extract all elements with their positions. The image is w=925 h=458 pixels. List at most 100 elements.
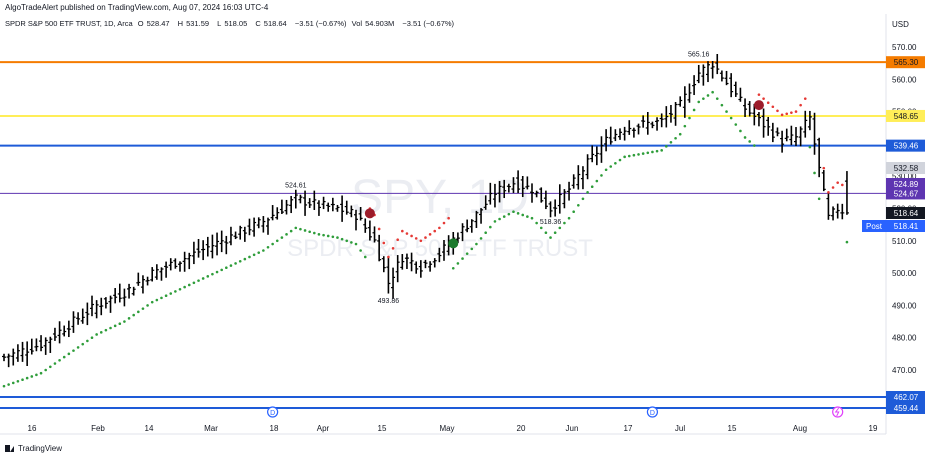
stop-dot-green xyxy=(507,212,511,216)
stop-dot-green xyxy=(720,103,724,107)
stop-dot-green xyxy=(137,310,140,314)
stop-dot-green xyxy=(113,324,117,328)
stop-dot-red xyxy=(396,238,399,242)
stop-dot-green xyxy=(155,298,159,302)
x-tick-label: 14 xyxy=(145,424,154,433)
stop-dot-green xyxy=(674,136,677,140)
dividend-event-icon xyxy=(267,406,279,418)
price-tag-label: 518.41 xyxy=(894,222,919,231)
stop-dot-green xyxy=(526,215,529,218)
stop-dot-green xyxy=(109,326,112,330)
stop-dot-green xyxy=(470,247,474,251)
stop-dot-green xyxy=(275,239,279,243)
y-tick-label: 480.00 xyxy=(892,334,917,343)
stop-dot-green xyxy=(627,154,631,158)
x-tick-label: Mar xyxy=(204,424,218,433)
level-tag xyxy=(886,109,925,122)
stop-dot-green xyxy=(25,376,29,380)
stop-dot-green xyxy=(563,221,566,225)
stop-dot-green xyxy=(49,365,52,369)
stop-dot-green xyxy=(11,381,15,385)
level-tag-label: 524.67 xyxy=(894,189,919,198)
stop-dot-red xyxy=(438,226,441,230)
x-tick-label: 20 xyxy=(517,424,526,433)
stop-dot-green xyxy=(683,124,687,128)
dividend-event-icon xyxy=(646,406,659,418)
stop-dot-green xyxy=(317,233,321,236)
stop-dot-green xyxy=(456,262,460,265)
stop-dot-green xyxy=(164,294,168,298)
stop-dot-green xyxy=(331,235,335,239)
stop-dot-green xyxy=(725,110,728,113)
stop-dot-green xyxy=(248,255,251,259)
stop-dot-green xyxy=(67,352,71,356)
stop-dot-green xyxy=(35,373,38,377)
y-tick-label: 500.00 xyxy=(892,269,917,278)
level-tag-label: 459.44 xyxy=(894,404,919,413)
stop-dot-green xyxy=(118,322,122,326)
price-annotation: 565.16 xyxy=(688,52,710,59)
x-tick-label: Jun xyxy=(566,424,579,433)
x-tick-label: Feb xyxy=(91,424,105,433)
stop-dot-green xyxy=(475,242,478,246)
ohlc-low: L 518.05 xyxy=(217,19,248,28)
price-tag xyxy=(886,207,925,219)
stop-dot-green xyxy=(146,304,149,307)
stop-dot-green xyxy=(132,313,135,317)
stop-dot-green xyxy=(197,279,200,282)
stop-dot-green xyxy=(211,272,214,276)
currency-label[interactable]: USD xyxy=(892,20,909,29)
stop-dot-green xyxy=(479,237,483,240)
stop-dot-red xyxy=(419,239,423,243)
stop-dot-green xyxy=(262,249,265,252)
stop-dot-green xyxy=(326,234,330,238)
stop-dot-green xyxy=(303,229,307,232)
level-tag xyxy=(886,187,925,200)
stop-dot-green xyxy=(641,152,645,155)
level-tag xyxy=(886,56,925,69)
stop-dot-red xyxy=(822,166,826,170)
stop-dot-red xyxy=(841,183,844,187)
stop-dot-green xyxy=(734,123,738,126)
stop-dot-green xyxy=(104,328,108,332)
stop-dot-green xyxy=(86,339,89,343)
tradingview-logo[interactable]: TradingView xyxy=(5,444,62,453)
stop-dot-green xyxy=(623,155,626,159)
stop-dot-green xyxy=(95,333,98,336)
stop-dot-green xyxy=(206,275,210,278)
stop-dot-green xyxy=(285,233,288,236)
stop-dot-red xyxy=(785,112,789,116)
tradingview-logo-text: TradingView xyxy=(18,444,63,453)
level-tag xyxy=(886,402,925,414)
y-tick-label: 530.00 xyxy=(892,172,917,181)
stop-dot-green xyxy=(711,90,714,94)
y-tick-label: 510.00 xyxy=(892,237,917,246)
stop-dot-red xyxy=(414,237,418,240)
stop-dot-green xyxy=(665,145,668,148)
stop-dot-green xyxy=(350,241,353,244)
ohlc-high: H 531.59 xyxy=(177,19,210,28)
stop-dot-green xyxy=(632,153,636,157)
stop-dot-green xyxy=(21,378,24,381)
stop-dot-red xyxy=(382,241,386,245)
stop-dot-red xyxy=(794,110,798,113)
post-tag-label: Post xyxy=(866,222,883,231)
buy-signal-dot xyxy=(448,238,459,249)
stop-dot-green xyxy=(192,281,196,285)
stop-dot-green xyxy=(243,257,247,261)
stop-dot-red xyxy=(433,229,437,233)
stop-dot-red xyxy=(447,216,450,220)
level-tag xyxy=(886,391,925,403)
volume: Vol 54.903M xyxy=(351,19,395,28)
level-tag xyxy=(886,139,925,152)
x-tick-label: 19 xyxy=(869,424,878,433)
stop-dot-red xyxy=(790,111,793,114)
stop-dot-green xyxy=(215,270,219,274)
stop-dot-green xyxy=(688,116,691,120)
stop-dot-red xyxy=(377,227,381,231)
stop-dot-green xyxy=(530,216,534,220)
x-tick-label: Jul xyxy=(675,424,685,433)
y-tick-label: 560.00 xyxy=(892,75,917,84)
post-tag xyxy=(862,220,886,232)
